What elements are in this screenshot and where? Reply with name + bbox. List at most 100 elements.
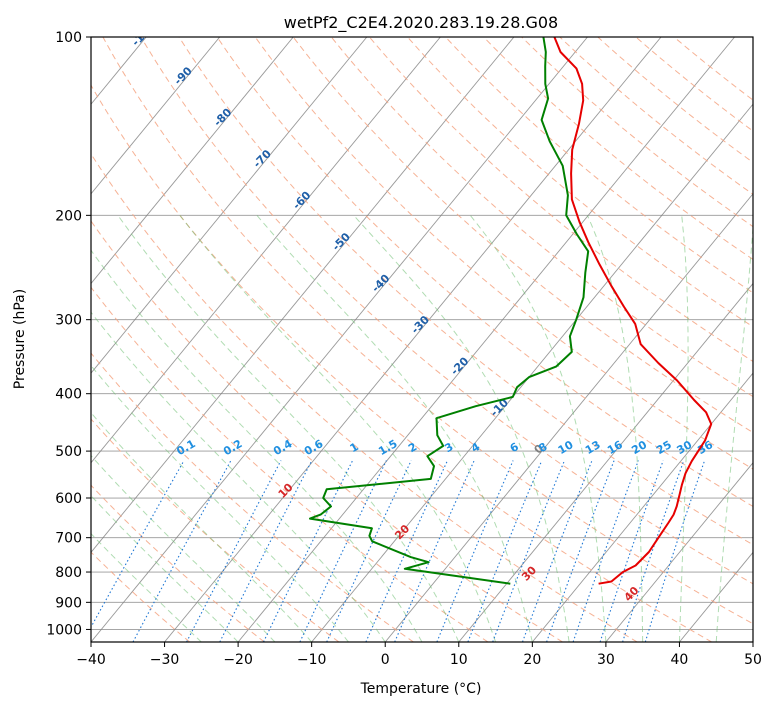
- isotherm-gridline: [384, 193, 753, 642]
- dry-adiabat-label: -30: [409, 313, 432, 336]
- mixing-ratio-line: [326, 460, 412, 642]
- dry-adiabat-line: [445, 37, 753, 294]
- x-axis-label: Temperature (°C): [360, 681, 482, 697]
- dry-adiabat-label: -70: [251, 147, 274, 170]
- isotherm-gridline: [91, 37, 588, 642]
- mixing-ratio-line: [299, 460, 387, 642]
- dry-adiabat-line: [369, 37, 753, 363]
- dry-adiabat-line: [102, 37, 753, 625]
- dry-adiabat-label: -60: [290, 189, 313, 212]
- dry-adiabat-line: [254, 37, 753, 470]
- grid-layer: [0, 37, 753, 642]
- moist-adiabat-line: [179, 214, 497, 642]
- mixing-ratio-label: 0.2: [221, 437, 244, 458]
- dry-adiabat-line: [178, 37, 753, 546]
- moist-adiabat-line: [91, 532, 202, 642]
- mixing-ratio-line: [394, 460, 475, 642]
- mixing-ratio-label: 1.5: [376, 437, 399, 458]
- plot-frame: [90, 36, 754, 643]
- mixing-ratio-line: [572, 460, 639, 642]
- x-tick-label: 30: [597, 652, 615, 668]
- y-tick-label: 600: [55, 491, 82, 507]
- isotherm-gridline: [91, 37, 368, 374]
- moist-adiabat-line: [91, 454, 276, 642]
- mixing-ratio-line: [132, 460, 232, 642]
- x-tick-label: 50: [744, 652, 762, 668]
- isotherm-gridline: [91, 37, 441, 464]
- moist-adiabat-line: [586, 215, 644, 642]
- moist-adiabat-line: [91, 249, 423, 642]
- dry-adiabat-label: -40: [369, 271, 392, 294]
- moist-adiabat-line: [715, 221, 753, 642]
- mixing-ratio-label: 16: [605, 438, 625, 457]
- mixing-ratio-line: [263, 460, 354, 642]
- isotherm-gridline: [752, 641, 753, 642]
- mixing-ratio-label: 13: [583, 438, 603, 457]
- isotherm-gridline: [164, 37, 662, 642]
- moist-adiabat-line: [678, 215, 689, 642]
- mixing-ratio-label: 30: [675, 438, 695, 457]
- dry-adiabat-line: [91, 220, 563, 642]
- y-tick-label: 900: [55, 595, 82, 611]
- mixing-ratio-line: [546, 460, 615, 642]
- isotherm-gridline: [91, 37, 515, 554]
- isotherm-gridline: [91, 37, 294, 285]
- x-tick-label: −10: [297, 652, 327, 668]
- dry-adiabat-label: -50: [330, 230, 353, 253]
- mixing-ratio-label: 3: [442, 440, 455, 455]
- isotherm-gridline: [531, 372, 753, 642]
- mixing-ratio-label: 1: [348, 440, 361, 455]
- dry-adiabats: [91, 37, 753, 642]
- plot-area: -100-90-80-70-60-50-40-30-20-10010203040…: [0, 37, 753, 642]
- isotherm-gridline: [311, 103, 753, 642]
- isotherm-gridline: [458, 282, 753, 642]
- y-tick-label: 400: [55, 387, 82, 403]
- dry-adiabat-line: [140, 37, 753, 585]
- dry-adiabat-label: -20: [448, 354, 471, 377]
- isotherm-gridline: [0, 37, 73, 642]
- dry-adiabat-label: -90: [172, 64, 195, 87]
- dry-adiabat-label: -80: [211, 106, 234, 129]
- x-tick-label: 10: [450, 652, 468, 668]
- mixing-ratio-label: 0.4: [271, 437, 295, 458]
- series-layer: [309, 37, 713, 585]
- dry-adiabat-line: [292, 37, 753, 434]
- moist-adiabats: [91, 214, 753, 642]
- y-tick-label: 500: [55, 444, 82, 460]
- moist-adiabat-line: [91, 494, 239, 642]
- dry-adiabat-line: [673, 37, 753, 101]
- dry-adiabat-label: 40: [622, 584, 642, 604]
- dry-adiabat-line: [216, 37, 753, 507]
- y-tick-label: 1000: [46, 622, 82, 638]
- dry-adiabat-line: [91, 153, 638, 642]
- temperature-profile-line: [553, 37, 713, 585]
- mixing-ratio-line: [521, 460, 593, 642]
- moist-adiabat-line: [91, 411, 313, 642]
- mixing-ratio-label: 0.6: [302, 437, 326, 458]
- x-tick-label: −40: [76, 652, 106, 668]
- mixing-ratio-line: [436, 460, 514, 642]
- chart-title: wetPf2_C2E4.2020.283.19.28.G08: [284, 13, 558, 33]
- dry-adiabat-line: [635, 37, 753, 132]
- moist-adiabat-line: [91, 364, 349, 642]
- moist-adiabat-line: [91, 311, 386, 642]
- y-tick-label: 300: [55, 313, 82, 329]
- mixing-ratio-label: 0.1: [174, 437, 197, 458]
- mixing-ratio-line: [365, 460, 448, 642]
- isotherm-gridline: [91, 37, 221, 195]
- dewpoint-profile-line: [309, 37, 590, 585]
- mixing-ratio-line: [91, 460, 185, 629]
- y-axis-label: Pressure (hPa): [12, 289, 28, 389]
- dry-adiabat-line: [91, 84, 713, 642]
- moist-adiabat-line: [469, 214, 607, 642]
- isotherm-gridline: [679, 551, 753, 642]
- mixing-ratio-label: 10: [556, 438, 576, 457]
- mixing-ratio-label: 4: [469, 440, 482, 455]
- mixing-ratio-line: [644, 460, 706, 642]
- mixing-ratio-line: [492, 460, 566, 642]
- mixing-ratio-line: [467, 460, 543, 642]
- isotherm-gridline: [605, 462, 753, 642]
- x-tick-label: 40: [671, 652, 689, 668]
- y-tick-label: 700: [55, 531, 82, 547]
